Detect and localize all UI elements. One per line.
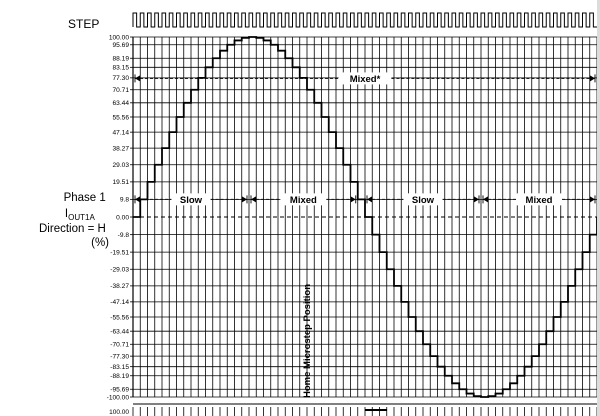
home-microstep-label: Home Microstep Position [302,284,313,398]
annotation-label-bg [171,193,211,206]
annotation-label: Mixed [290,195,317,206]
annotation-label: Slow [180,195,203,206]
annotation-arrowhead [367,196,372,203]
step-clock-waveform [132,12,597,28]
y-tick-label: -29.03 [110,267,129,274]
y-tick-label: 95.69 [112,42,129,49]
y-tick-label: -95.69 [110,387,129,394]
current-waveform [133,36,598,398]
y-tick-label: -83.15 [110,364,129,371]
y-tick-label: -100.00 [107,394,130,401]
y-tick-label: -55.56 [110,314,129,321]
step-label: STEP [68,17,99,31]
chart-annotations: Mixed* Slow Mixed Slow Mixed [134,72,596,206]
y-tick-label: 9.8 [120,197,129,204]
y-tick-label: 63.44 [112,100,129,107]
annotation-label: Mixed [526,195,553,206]
annotation-arrowhead [135,75,140,82]
y-tick-label: -19.51 [110,249,129,256]
y-tick-label: 0.00 [116,214,129,221]
annotation-label: Slow [412,195,435,206]
annotation-arrowhead [483,196,488,203]
annotation-arrowhead [135,196,140,203]
chart-grid [132,36,598,398]
y-tick-label: 88.19 [112,56,129,63]
annotation-arrowhead [242,196,247,203]
phase-label: Phase 1 IOUT1A Direction = H (%) [39,192,109,249]
annotation-label: Mixed* [350,74,381,85]
y-tick-label: 38.27 [112,145,129,152]
step-pulse-train [132,12,597,28]
bottom-tick-label: 100.00 [109,409,129,416]
y-tick-label: -77.30 [110,353,129,360]
current-staircase-line [133,36,598,398]
y-tick-label: -9.8 [118,232,130,239]
y-tick-label: 77.30 [112,75,129,82]
bottom-strip [132,403,598,416]
y-tick-label: -88.19 [110,373,129,380]
window-edge [597,0,600,416]
y-tick-label: 70.71 [112,87,129,94]
annotation-arrowhead [350,196,356,203]
annotation-arrowhead [590,75,595,82]
y-tick-label: 55.56 [112,114,129,121]
y-tick-label: -70.71 [110,342,129,349]
annotation-label-bg [516,193,562,206]
y-tick-label: 83.15 [112,65,129,72]
y-tick-label: -38.27 [110,283,129,290]
annotation-arrowhead [474,196,479,203]
y-tick-label: -63.44 [110,328,129,335]
y-tick-label: 19.51 [112,179,129,186]
y-tick-label: 29.03 [112,162,129,169]
y-tick-label: -47.14 [110,299,129,306]
annotation-arrowhead [251,196,256,203]
annotation-label-bg [338,72,392,85]
y-tick-label: 47.14 [112,129,129,136]
annotation-label-bg [403,193,443,206]
y-tick-label: 100.00 [109,34,130,41]
annotation-arrowhead [590,196,595,203]
annotation-label-bg [280,193,327,206]
